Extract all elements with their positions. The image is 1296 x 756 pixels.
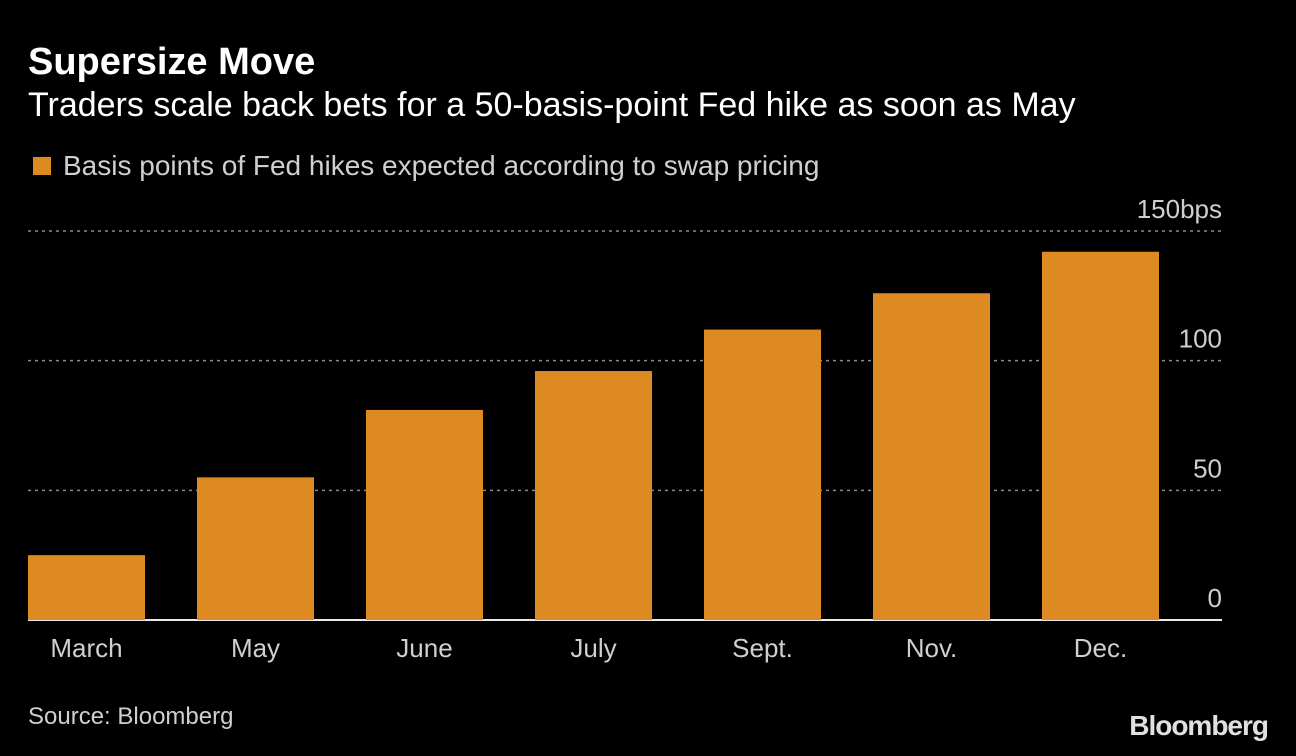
label-layer: 0 50 100 150bps March May June July Sept. Nov. Dec… [50, 194, 1222, 663]
bar-layer [28, 251, 1159, 620]
x-tick-label: July [570, 633, 616, 663]
bar-june [366, 409, 483, 620]
x-tick-label: Sept. [732, 633, 793, 663]
bar-march [28, 555, 145, 620]
chart-subtitle: Traders scale back bets for a 50-basis-p… [28, 86, 1076, 124]
bar-july [535, 371, 652, 620]
x-tick-label: May [231, 633, 280, 663]
bar-chart: 0 50 100 150bps March May June July Sept. Nov. Dec… [28, 194, 1222, 663]
legend-swatch [33, 157, 51, 175]
y-tick-label: 100 [1179, 324, 1222, 354]
bar-dec [1042, 251, 1159, 620]
bar-nov [873, 293, 990, 620]
x-tick-label: Nov. [906, 633, 958, 663]
x-tick-label: Dec. [1074, 633, 1127, 663]
source-note: Source: Bloomberg [28, 703, 234, 730]
y-tick-label: 0 [1208, 583, 1222, 613]
y-tick-label: 150bps [1137, 194, 1222, 224]
bloomberg-logo: Bloomberg [1129, 710, 1269, 741]
x-tick-label: June [396, 633, 452, 663]
legend-label: Basis points of Fed hikes expected accor… [63, 150, 820, 181]
y-tick-label: 50 [1193, 453, 1222, 483]
chart-legend: Basis points of Fed hikes expected accor… [33, 148, 819, 184]
x-tick-label: March [50, 633, 122, 663]
bar-sept [704, 329, 821, 620]
chart-title: Supersize Move [28, 41, 316, 83]
bar-may [197, 477, 314, 620]
